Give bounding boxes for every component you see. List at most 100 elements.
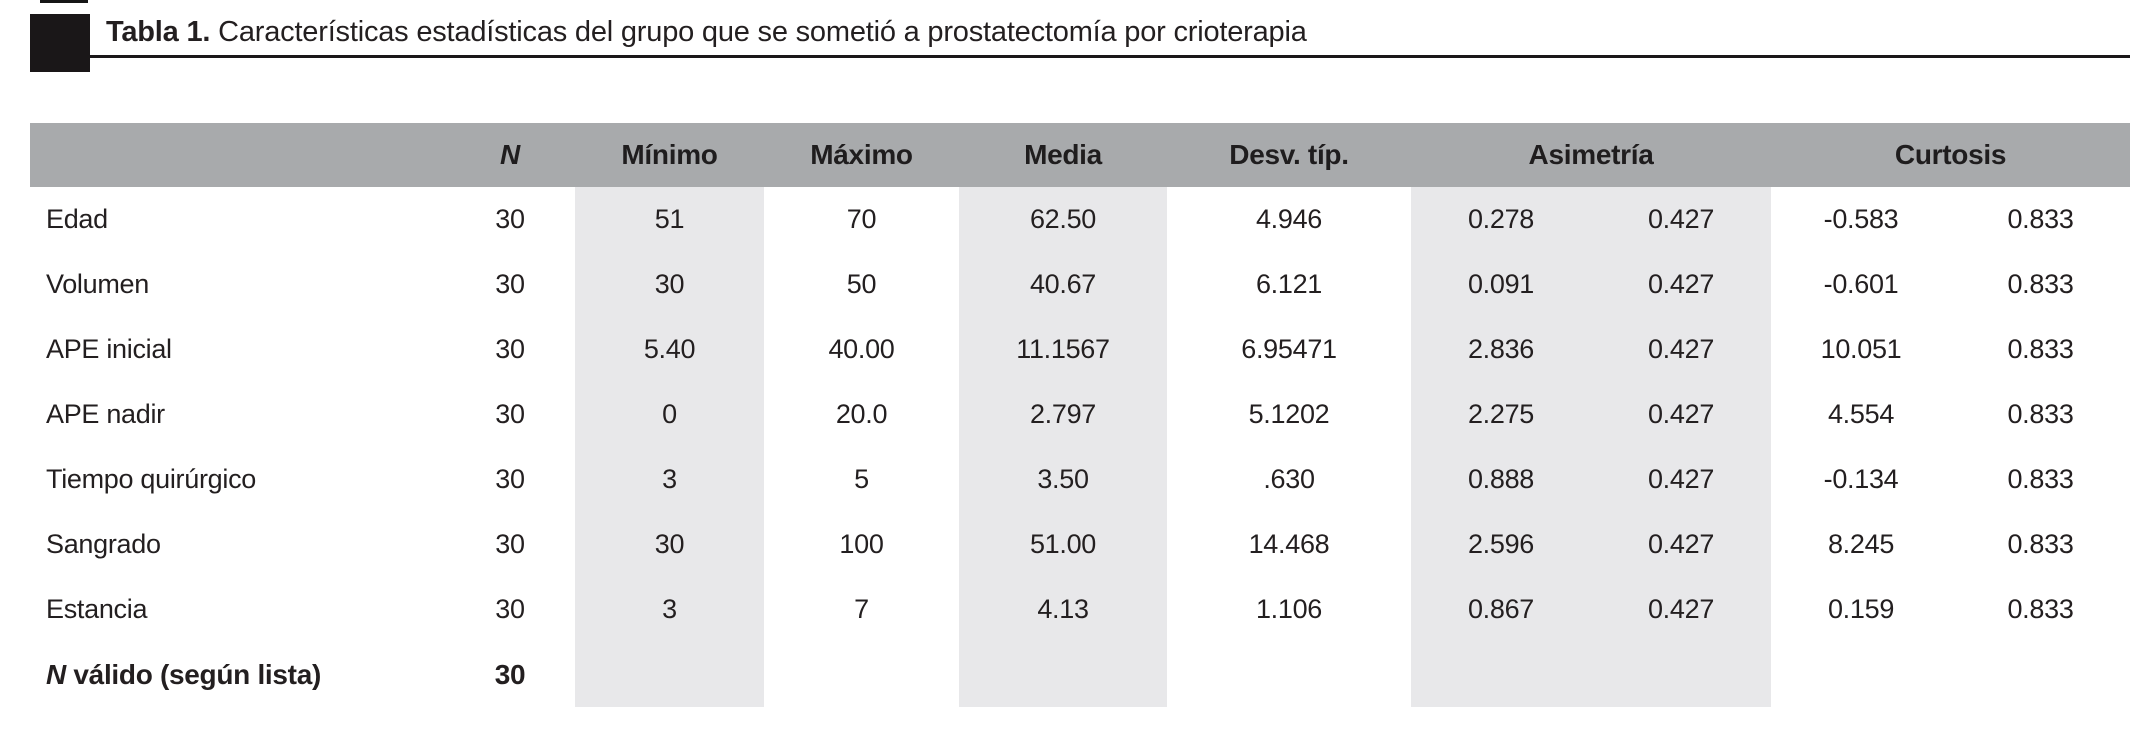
table-row-estancia: Estancia 30 3 7 4.13 1.106 0.867 0.427 0…: [30, 577, 2130, 642]
row-label: Estancia: [46, 594, 148, 624]
table-row-ape-nadir: APE nadir 30 0 20.0 2.797 5.1202 2.275 0…: [30, 382, 2130, 447]
cell-maximo: 5: [854, 464, 869, 494]
cell-asimetria-et: 0.427: [1591, 447, 1772, 512]
header-curtosis: Curtosis: [1894, 139, 2007, 170]
cell-n: 30: [495, 334, 525, 364]
table-body: Edad 30 51 70 62.50 4.946 0.278 0.427 -0…: [30, 187, 2130, 707]
header-asimetria: Asimetría: [1528, 139, 1654, 170]
table-row-volumen: Volumen 30 30 50 40.67 6.121 0.091 0.427…: [30, 252, 2130, 317]
title-black-square: [30, 14, 90, 72]
table-row-edad: Edad 30 51 70 62.50 4.946 0.278 0.427 -0…: [30, 187, 2130, 252]
cell-minimo: 3: [575, 577, 764, 642]
cell-minimo: 5.40: [575, 317, 764, 382]
cell-desv: 6.121: [1255, 269, 1323, 299]
cell-media: 3.50: [959, 447, 1167, 512]
cell-asimetria-et: 0.427: [1591, 187, 1772, 252]
cell-asimetria: 2.275: [1411, 382, 1591, 447]
statistics-table: N Mínimo Máximo Media Desv. típ. Asimetr…: [30, 123, 2131, 707]
cell-desv: 4.946: [1255, 204, 1323, 234]
cell-asimetria-et-empty: [1591, 642, 1772, 707]
cell-asimetria-empty: [1411, 642, 1591, 707]
cell-media: 51.00: [959, 512, 1167, 577]
cell-curtosis-et: 0.833: [2007, 334, 2074, 364]
header-minimo: Mínimo: [621, 139, 718, 170]
cell-n: 30: [495, 529, 525, 559]
cell-curtosis: 10.051: [1820, 334, 1902, 364]
n-valido-n-part: N: [46, 658, 66, 690]
cell-n: 30: [495, 594, 525, 624]
table-title: Tabla 1. Características estadísticas de…: [106, 15, 1307, 49]
header-n: N: [500, 139, 520, 170]
cell-media: 11.1567: [959, 317, 1167, 382]
row-label-n-valido: N válido (según lista): [30, 642, 445, 707]
cell-asimetria: 0.867: [1411, 577, 1591, 642]
header-row: N Mínimo Máximo Media Desv. típ. Asimetr…: [30, 123, 2131, 187]
row-label: Volumen: [46, 269, 149, 299]
cell-minimo: 0: [575, 382, 764, 447]
row-label: Edad: [46, 204, 108, 234]
cell-asimetria: 2.596: [1411, 512, 1591, 577]
cell-maximo: 70: [846, 204, 877, 234]
cell-n: 30: [495, 399, 525, 429]
cell-minimo: 3: [575, 447, 764, 512]
cell-n: 30: [495, 269, 525, 299]
row-label: Sangrado: [46, 529, 161, 559]
cell-maximo: 40.00: [828, 334, 895, 364]
header-media: Media: [1024, 139, 1102, 170]
table-title-text: Características estadísticas del grupo q…: [210, 16, 1307, 48]
cell-curtosis-empty: [1771, 642, 1951, 707]
cell-asimetria: 0.278: [1411, 187, 1591, 252]
cell-curtosis-et: 0.833: [2007, 529, 2074, 559]
cell-minimo: 51: [575, 187, 764, 252]
top-edge-mark: [40, 0, 88, 3]
cell-curtosis-et: 0.833: [2007, 269, 2074, 299]
cell-minimo: 30: [575, 512, 764, 577]
cell-desv: .630: [1263, 464, 1315, 494]
table-header: N Mínimo Máximo Media Desv. típ. Asimetr…: [30, 123, 2131, 187]
cell-curtosis-et: 0.833: [2007, 204, 2074, 234]
cell-media-empty: [959, 642, 1167, 707]
header-empty: [30, 123, 445, 187]
cell-desv: 6.95471: [1241, 334, 1337, 364]
cell-maximo: 7: [854, 594, 869, 624]
title-divider-rule: [90, 55, 2130, 58]
row-label: APE inicial: [46, 334, 172, 364]
cell-curtosis: 8.245: [1827, 529, 1895, 559]
cell-media: 62.50: [959, 187, 1167, 252]
cell-maximo: 20.0: [835, 399, 888, 429]
cell-asimetria: 2.836: [1411, 317, 1591, 382]
cell-media: 2.797: [959, 382, 1167, 447]
cell-curtosis: -0.134: [1823, 464, 1899, 494]
cell-curtosis-et: 0.833: [2007, 594, 2074, 624]
cell-asimetria-et: 0.427: [1591, 577, 1772, 642]
cell-curtosis-et: 0.833: [2007, 464, 2074, 494]
cell-desv: 14.468: [1248, 529, 1330, 559]
cell-asimetria-et: 0.427: [1591, 382, 1772, 447]
table-row-n-valido: N válido (según lista) 30: [30, 642, 2130, 707]
table-row-sangrado: Sangrado 30 30 100 51.00 14.468 2.596 0.…: [30, 512, 2130, 577]
cell-maximo: 100: [839, 529, 884, 559]
cell-asimetria-et: 0.427: [1591, 512, 1772, 577]
cell-curtosis: -0.583: [1823, 204, 1899, 234]
row-label: APE nadir: [46, 399, 165, 429]
cell-curtosis: 4.554: [1827, 399, 1895, 429]
row-label: Tiempo quirúrgico: [46, 464, 256, 494]
cell-asimetria-et: 0.427: [1591, 317, 1772, 382]
cell-desv: 5.1202: [1248, 399, 1330, 429]
cell-n: 30: [495, 464, 525, 494]
cell-curtosis-et-empty: [1951, 642, 2130, 707]
table-row-tiempo-quirurgico: Tiempo quirúrgico 30 3 5 3.50 .630 0.888…: [30, 447, 2130, 512]
header-maximo: Máximo: [810, 139, 913, 170]
n-valido-label-part: válido (según lista): [65, 658, 322, 690]
cell-n-valido-value: 30: [494, 658, 526, 690]
cell-curtosis-et: 0.833: [2007, 399, 2074, 429]
cell-curtosis: -0.601: [1823, 269, 1899, 299]
cell-minimo: 30: [575, 252, 764, 317]
cell-curtosis: 0.159: [1827, 594, 1895, 624]
table-title-label: Tabla 1.: [106, 16, 211, 48]
cell-maximo: 50: [846, 269, 877, 299]
cell-maximo-empty: [764, 642, 959, 707]
cell-asimetria-et: 0.427: [1591, 252, 1772, 317]
cell-desv-empty: [1167, 642, 1411, 707]
